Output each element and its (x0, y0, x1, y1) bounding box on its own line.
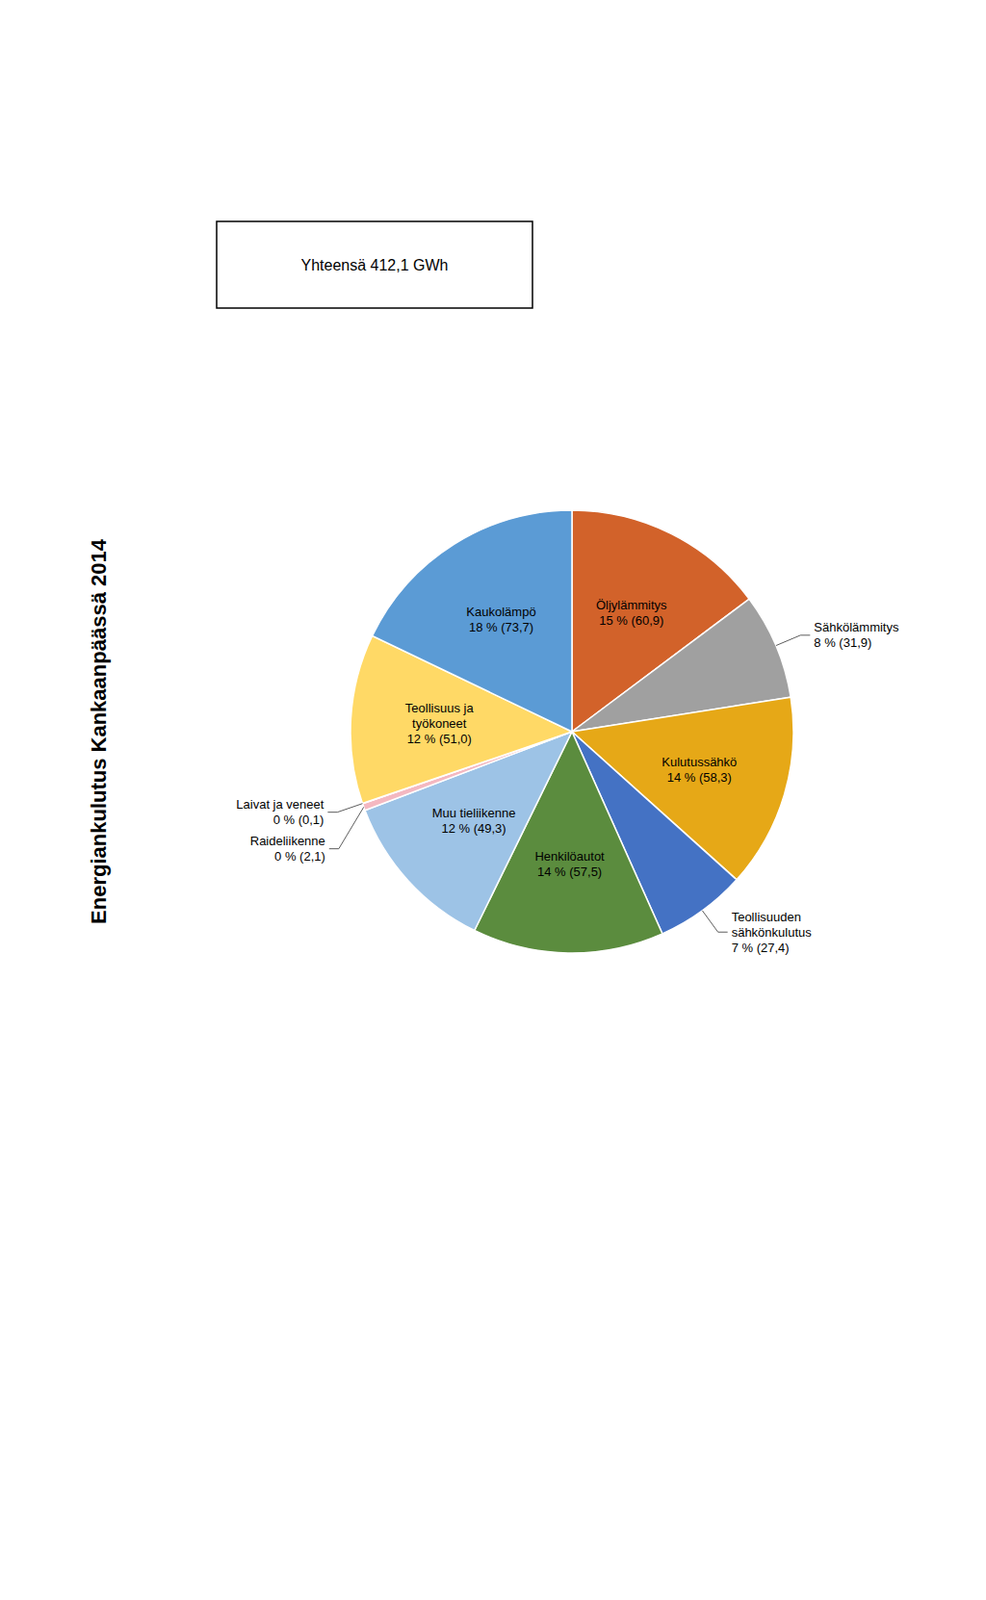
data-label-line: Muu tieliikenne (432, 805, 517, 821)
data-label-line: 15 % (60,9) (598, 613, 664, 628)
data-label-line: 7 % (27,4) (731, 940, 790, 956)
data-label-line: 18 % (73,7) (468, 620, 534, 635)
data-label-line: Teollisuuden (731, 909, 802, 925)
data-label: Muu tieliikenne12 % (49,3) (432, 805, 517, 836)
pie-slice (372, 510, 572, 732)
data-label-line: 12 % (49,3) (441, 821, 506, 836)
data-label-line: Kulutussähkö (661, 754, 737, 770)
data-label-line: Sähkölämmitys (813, 620, 900, 635)
labels: Öljylämmitys15 % (60,9)Kulutussähkö14 % … (235, 597, 900, 956)
pie (350, 510, 794, 954)
total-box (216, 221, 533, 309)
data-label-line: Teollisuus ja (405, 700, 475, 716)
leader-line (329, 806, 364, 849)
data-label: Raideliikenne0 % (2,1) (250, 833, 326, 864)
data-label-line: 0 % (2,1) (274, 849, 326, 864)
chart: Energiankulutus Kankaanpäässä 2014 Yhteen… (0, 0, 986, 1600)
data-label: Laivat ja veneet0 % (0,1) (235, 797, 324, 828)
data-label: Kulutussähkö14 % (58,3) (661, 754, 737, 785)
data-label: Öljylämmitys15 % (60,9) (596, 597, 668, 628)
title: Energiankulutus Kankaanpäässä 2014 (86, 538, 111, 925)
total-box-group: Yhteensä 412,1 GWh (216, 221, 533, 309)
data-label-line: työkoneet (412, 716, 468, 731)
data-label-line: Henkilöautot (534, 849, 605, 864)
data-label: Henkilöautot14 % (57,5) (534, 849, 605, 880)
leader-line (776, 635, 810, 647)
data-label-line: 0 % (0,1) (273, 812, 325, 828)
data-label-line: Öljylämmitys (596, 597, 668, 613)
leader-line (701, 910, 727, 933)
data-label-line: Laivat ja veneet (235, 797, 324, 812)
data-label-line: 14 % (58,3) (667, 770, 732, 785)
data-label-line: Raideliikenne (250, 833, 326, 849)
data-label: Sähkölämmitys8 % (31,9) (813, 620, 900, 650)
data-label-line: 12 % (51,0) (407, 731, 472, 747)
leader-line (327, 804, 363, 813)
data-label: Kaukolämpö18 % (73,7) (466, 604, 536, 635)
data-label-line: 8 % (31,9) (813, 635, 872, 650)
data-label: Teollisuudensähkönkulutus7 % (27,4) (731, 909, 813, 956)
data-label-line: 14 % (57,5) (537, 864, 602, 880)
data-label-line: Kaukolämpö (466, 604, 536, 620)
data-label-line: sähkönkulutus (731, 925, 813, 940)
annotation: Yhteensä 412,1 GWh (301, 257, 449, 274)
data-label: Teollisuus jatyökoneet12 % (51,0) (405, 700, 475, 747)
